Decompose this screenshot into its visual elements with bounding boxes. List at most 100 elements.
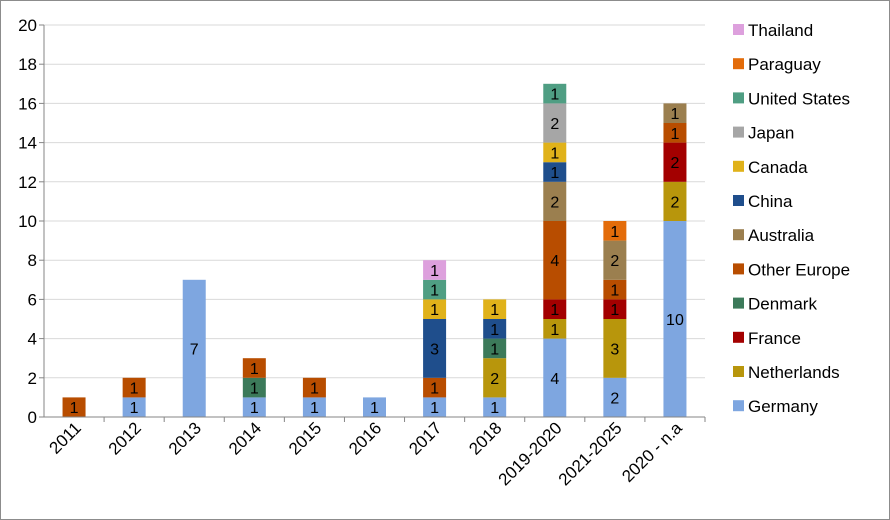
data-label: 1 — [550, 145, 559, 162]
data-label: 4 — [550, 253, 559, 270]
legend-label: France — [748, 329, 801, 348]
bar-segment — [603, 319, 627, 378]
y-tick-label: 16 — [18, 94, 37, 113]
y-tick-label: 14 — [18, 134, 37, 153]
legend-item: Canada — [733, 158, 808, 177]
bar-segment — [182, 279, 206, 417]
data-label: 2 — [550, 194, 559, 211]
bar-segment — [543, 319, 567, 339]
bar-segment — [543, 299, 567, 319]
data-label: 3 — [610, 341, 619, 358]
data-label: 1 — [310, 400, 319, 417]
bar-segment — [242, 358, 266, 378]
bar-segment — [302, 377, 326, 398]
legend-swatch — [733, 366, 744, 377]
data-label: 1 — [130, 381, 139, 398]
x-tick-label: 2011 — [46, 418, 85, 457]
data-label: 1 — [490, 302, 499, 319]
x-tick-label: 2012 — [105, 418, 145, 458]
data-label: 4 — [550, 371, 559, 388]
legend-label: China — [748, 192, 793, 211]
bar-segment — [62, 397, 86, 417]
bar-segment — [423, 260, 447, 280]
bar-segment — [663, 103, 687, 123]
data-label: 2 — [610, 390, 619, 407]
legend-item: Paraguay — [733, 55, 821, 74]
data-label: 10 — [666, 312, 684, 329]
legend-swatch — [733, 24, 744, 35]
data-label: 1 — [550, 322, 559, 339]
data-label: 2 — [550, 116, 559, 133]
legend-swatch — [733, 126, 744, 138]
data-label: 1 — [671, 126, 680, 143]
data-label: 1 — [490, 322, 499, 339]
legend-label: Denmark — [748, 295, 817, 314]
data-label: 1 — [370, 400, 379, 417]
y-tick-label: 20 — [18, 16, 37, 35]
data-label: 1 — [550, 302, 559, 319]
legend-item: China — [733, 192, 793, 211]
bar-segment — [122, 377, 146, 398]
bar-segment — [483, 338, 507, 359]
legend-item: United States — [733, 89, 850, 108]
bar-segment — [242, 377, 266, 398]
y-tick-label: 12 — [18, 173, 37, 192]
bar-segment — [603, 377, 627, 417]
legend-label: Canada — [748, 158, 808, 177]
x-tick-label: 2017 — [405, 418, 445, 458]
data-labels: 1 1 1 7 1 1 1 1 1 1 1 1 3 1 1 1 1 2 1 1 1 4 1 1 4 2 1 1 2 1 2 3 1 1 2 1 10 2 2… — [70, 87, 684, 418]
x-tick-label: 2016 — [345, 418, 385, 458]
bar-segment — [543, 103, 567, 143]
data-label: 1 — [430, 400, 439, 417]
bar-segment — [603, 279, 627, 300]
data-label: 1 — [550, 87, 559, 104]
data-label: 2 — [490, 371, 499, 388]
legend-label: Thailand — [748, 21, 813, 40]
y-tick-label: 8 — [28, 251, 37, 270]
legend-item: Denmark — [733, 295, 817, 314]
legend-swatch — [733, 263, 744, 275]
data-label: 1 — [550, 165, 559, 182]
bar-segment — [543, 142, 567, 163]
bar-segment — [543, 338, 567, 417]
legend-label: Paraguay — [748, 55, 821, 74]
legend-swatch — [733, 400, 744, 412]
data-label: 1 — [430, 283, 439, 300]
bar-segment — [603, 221, 627, 241]
data-label: 1 — [430, 302, 439, 319]
bar-segment — [663, 123, 687, 143]
bar-segment — [663, 142, 687, 182]
legend-label: Other Europe — [748, 260, 850, 279]
legend-label: United States — [748, 89, 850, 108]
legend-label: Germany — [748, 397, 818, 416]
data-label: 2 — [610, 253, 619, 270]
data-label: 1 — [430, 381, 439, 398]
legend-item: Australia — [733, 226, 815, 245]
y-tick-label: 0 — [28, 408, 37, 427]
data-label: 2 — [671, 194, 680, 211]
data-label: 1 — [250, 361, 259, 378]
data-label: 3 — [430, 341, 439, 358]
legend-item: Other Europe — [733, 260, 850, 279]
legend-swatch — [733, 229, 744, 241]
bar-segment — [483, 358, 507, 398]
bar-segment — [543, 221, 567, 300]
bar-segment — [543, 162, 567, 182]
bars — [62, 83, 687, 417]
data-label: 1 — [610, 302, 619, 319]
data-label: 1 — [250, 381, 259, 398]
bar-segment — [363, 397, 386, 417]
data-label: 1 — [250, 400, 259, 417]
bar-segment — [423, 299, 447, 319]
y-tick-label: 6 — [28, 290, 37, 309]
data-label: 1 — [430, 263, 439, 280]
data-label: 1 — [130, 400, 139, 417]
legend-swatch — [733, 160, 744, 172]
legend-item: Netherlands — [733, 363, 840, 382]
y-tick-label: 2 — [28, 369, 37, 388]
data-label: 1 — [70, 400, 79, 417]
x-tick-label: 2020 - n.a — [618, 418, 686, 486]
y-tick-label: 4 — [28, 330, 37, 349]
legend: Thailand Paraguay United States Japan Canada… — [733, 21, 850, 416]
